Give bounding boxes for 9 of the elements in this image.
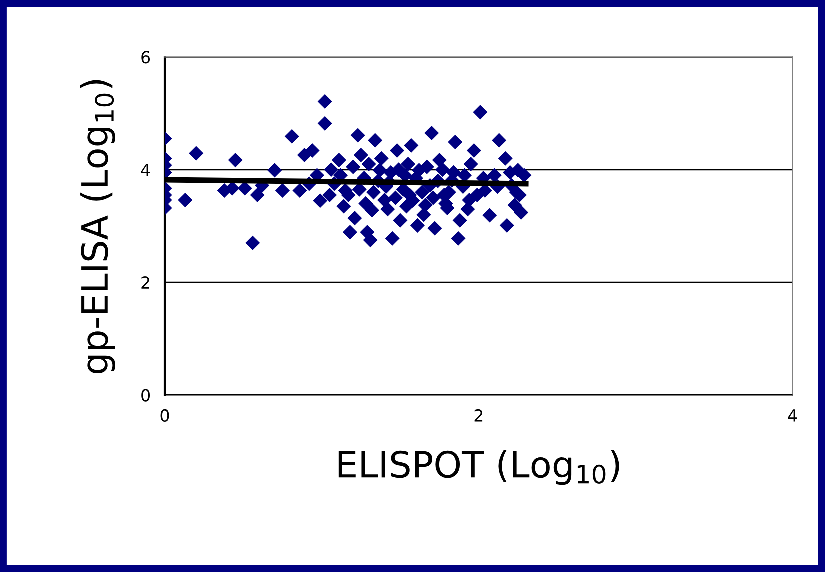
y-tick-label: 4 <box>141 164 150 176</box>
y-tick-label: 2 <box>142 276 150 289</box>
y-tick-label: 6 <box>142 51 150 64</box>
x-tick-label: 2 <box>474 409 483 422</box>
x-axis-title: ELISPOT (Log$_{10}$) <box>338 450 620 486</box>
y-axis-title: gp-ELISA (Log$_{10}$) <box>80 80 116 374</box>
x-tick-label: 0 <box>160 409 170 422</box>
y-tick-label: 0 <box>142 389 150 402</box>
x-tick-label: 4 <box>788 410 798 422</box>
